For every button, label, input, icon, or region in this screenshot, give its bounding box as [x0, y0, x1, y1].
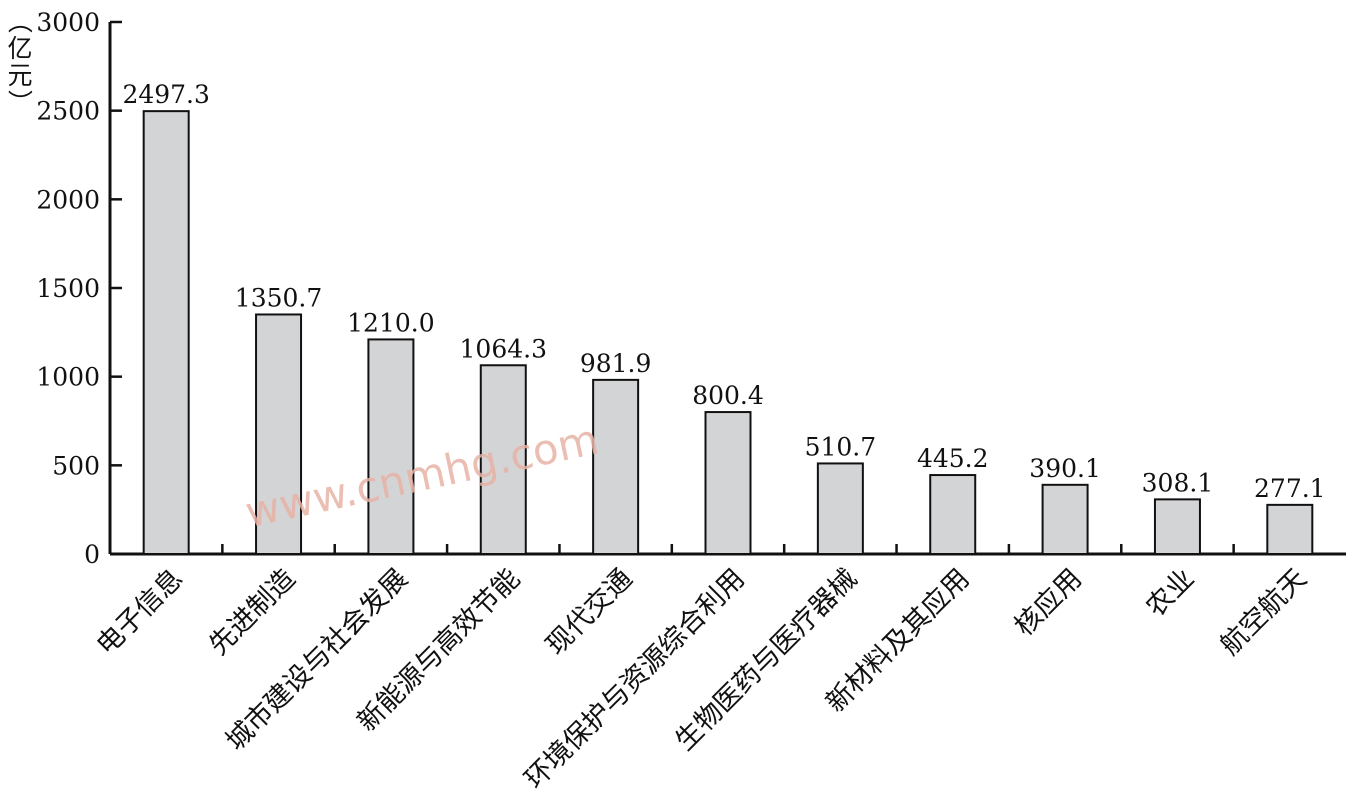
value-label: 1210.0 — [347, 308, 434, 337]
value-label: 445.2 — [917, 444, 989, 473]
value-label: 1064.3 — [460, 334, 547, 363]
bar — [367, 338, 415, 555]
y-ticks: 0 500 1000 1500 2000 2500 3000 — [36, 8, 122, 569]
bars — [142, 110, 1314, 556]
y-tick-label: 3000 — [36, 8, 100, 37]
y-tick-label: 1000 — [36, 363, 100, 392]
y-tick-label: 2500 — [36, 97, 100, 126]
bar — [1153, 498, 1201, 555]
bar — [816, 462, 864, 555]
y-tick-label: 1500 — [36, 274, 100, 303]
value-label: 1350.7 — [235, 283, 322, 312]
y-tick-label: 0 — [84, 540, 100, 569]
bar — [1266, 503, 1314, 555]
bar — [479, 364, 527, 555]
value-label: 510.7 — [805, 432, 877, 461]
y-tick-label: 2000 — [36, 185, 100, 214]
y-axis-unit-char: （ — [5, 8, 34, 33]
category-label: 环境保护与资源综合利用 — [519, 563, 751, 795]
bar — [1041, 483, 1089, 555]
y-tick-label: 500 — [52, 451, 100, 480]
value-label: 277.1 — [1254, 474, 1326, 503]
bar — [929, 474, 977, 556]
bar — [255, 313, 303, 555]
value-labels: 2497.3 1350.7 1210.0 1064.3 981.9 800.4 510.7 4… — [122, 80, 1325, 503]
value-label: 981.9 — [580, 349, 652, 378]
y-axis-unit-char: ） — [5, 89, 34, 114]
bar — [704, 411, 752, 556]
y-axis-unit-char: 元 — [7, 61, 32, 90]
value-label: 800.4 — [692, 381, 764, 410]
category-label: 农业 — [1140, 563, 1200, 623]
category-label: 先进制造 — [203, 563, 301, 661]
category-label: 航空航天 — [1214, 563, 1312, 661]
category-label: 电子信息 — [91, 563, 189, 661]
bar — [592, 378, 640, 555]
bar — [142, 110, 190, 555]
value-label: 390.1 — [1029, 454, 1101, 483]
value-label: 2497.3 — [122, 80, 209, 109]
category-label: 核应用 — [1009, 563, 1088, 642]
y-axis-unit-char: 亿 — [7, 34, 32, 63]
category-label: 现代交通 — [540, 563, 638, 661]
value-label: 308.1 — [1142, 468, 1214, 497]
y-axis-unit-label: （亿元） — [5, 8, 34, 114]
